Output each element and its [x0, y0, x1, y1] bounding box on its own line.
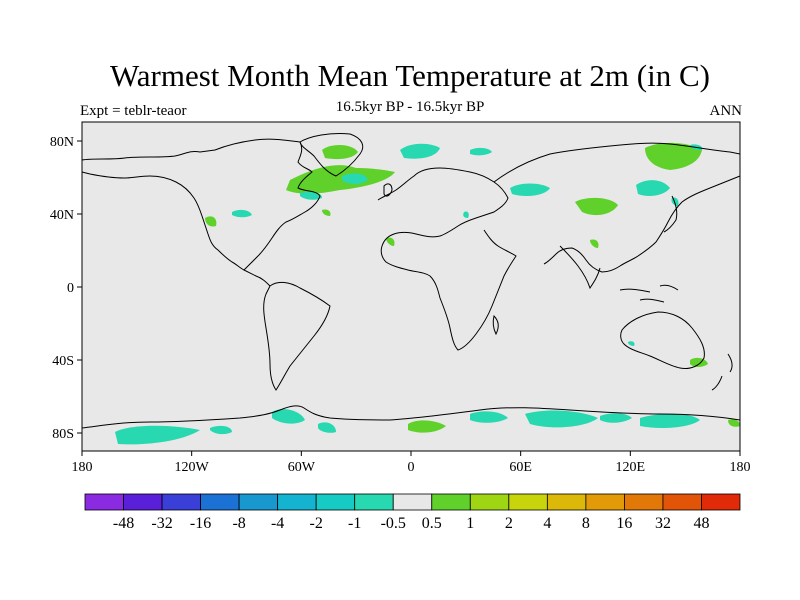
coast-madagascar: [492, 315, 499, 336]
patch-india: [590, 239, 599, 248]
lat-tick-label: 40N: [50, 208, 74, 223]
coast-japan: [663, 195, 678, 233]
colorbar-label: -4: [271, 515, 284, 532]
coast-north-america: [81, 138, 321, 271]
coast-asia: [493, 142, 741, 273]
lon-tick-label: 180: [72, 460, 93, 475]
patch-tibet: [575, 197, 618, 216]
patch-antarctic-6: [525, 410, 598, 428]
lat-tick-label: 80N: [50, 135, 74, 150]
lon-tick-label: 120E: [616, 460, 646, 475]
colorbar-swatch: [431, 493, 471, 511]
patch-sahara: [386, 237, 395, 246]
patch-antarctic-peninsula: [272, 409, 305, 424]
lat-tick-label: 80S: [52, 427, 74, 442]
anomaly-patches: [115, 142, 740, 445]
patch-na-west: [205, 216, 217, 227]
lon-tick-label: 0: [408, 460, 415, 475]
patch-antarctic-4: [408, 420, 446, 433]
colorbar-swatch: [277, 493, 317, 511]
patch-central-asia: [510, 183, 550, 196]
coast-australia: [620, 311, 705, 369]
patch-australia: [690, 357, 708, 367]
lon-tick-label: 120W: [175, 460, 210, 475]
coast-central-america: [243, 269, 271, 287]
patch-north-atlantic-cool: [342, 173, 368, 185]
colorbar-label: -16: [190, 515, 211, 532]
colorbar-swatch: [123, 493, 163, 511]
lat-tick-label: 0: [67, 281, 74, 296]
colorbar-label: -32: [151, 515, 172, 532]
map-subtitle: 16.5kyr BP - 16.5kyr BP: [335, 99, 485, 115]
patch-antarctic-1: [115, 425, 200, 445]
patch-mongolia: [636, 180, 670, 196]
coast-india: [559, 245, 601, 290]
colorbar-swatch: [161, 493, 201, 511]
colorbar-swatch: [469, 493, 510, 511]
coast-sea-islands: [619, 284, 679, 303]
patch-antarctic-9: [728, 419, 740, 427]
patch-siberia: [645, 142, 702, 170]
colorbar-label: -0.5: [381, 515, 406, 532]
colorbar-label: 16: [616, 515, 632, 532]
colorbar-swatch: [624, 493, 664, 511]
experiment-label: Expt = teblr-teaor: [80, 103, 187, 119]
colorbar-swatch: [200, 493, 240, 511]
colorbar-label: -2: [310, 515, 323, 532]
lon-tick-label: 60W: [288, 460, 316, 475]
colorbar-label: 4: [543, 515, 551, 532]
lon-tick-label: 180: [730, 460, 751, 475]
colorbar-label: 0.5: [422, 515, 442, 532]
patch-na-cool: [232, 209, 252, 218]
coast-eurasia-africa: [377, 167, 517, 351]
lat-tick-label: 40S: [52, 354, 74, 369]
colorbar-swatch: [585, 493, 625, 511]
coast-south-america: [263, 281, 331, 391]
patch-antarctic-7: [600, 413, 632, 423]
colorbar-swatch: [546, 493, 587, 511]
patch-scandinavia: [400, 143, 440, 159]
colorbar-label: -1: [348, 515, 361, 532]
colorbar-label: 2: [505, 515, 513, 532]
season-label: ANN: [709, 103, 743, 119]
map-title: Warmest Month Mean Temperature at 2m (in…: [110, 58, 710, 93]
patch-arctic-russia: [470, 147, 492, 156]
patch-black-sea: [463, 211, 469, 218]
colorbar-label: 1: [466, 515, 474, 532]
coast-new-zealand: [711, 353, 733, 391]
patch-greenland: [322, 144, 358, 160]
patch-antarctic-8: [640, 413, 700, 428]
longitude-ticks: 180 120W 60W 0 60E 120E 180: [72, 451, 751, 475]
latitude-ticks: 80N 40N 0 40S 80S: [50, 135, 82, 442]
patch-north-atlantic: [286, 165, 395, 194]
colorbar-label: -8: [232, 515, 245, 532]
colorbar-swatch: [701, 493, 741, 511]
colorbar-label: 8: [582, 515, 590, 532]
coast-uk: [383, 183, 393, 197]
colorbar-label: 32: [655, 515, 671, 532]
colorbar-swatch: [662, 493, 702, 511]
coast-antarctica: [81, 405, 741, 429]
patch-atlantic: [322, 209, 331, 216]
patch-antarctic-5: [470, 411, 508, 423]
colorbar-label: -48: [113, 515, 134, 532]
patch-australia-west: [628, 341, 635, 346]
colorbar-swatch: [392, 493, 433, 511]
colorbar-swatch: [84, 493, 124, 511]
coast-greenland: [299, 133, 364, 177]
colorbar-swatch: [238, 493, 279, 511]
colorbar: -48 -32 -16 -8 -4 -2 -1 -0.5 0.5 1 2 4 8 16 32 48: [84, 493, 741, 532]
lon-tick-label: 60E: [509, 460, 532, 475]
patch-antarctic-3: [318, 422, 336, 433]
patch-antarctic-2: [210, 425, 232, 435]
map-background: [82, 122, 740, 451]
colorbar-label: 48: [693, 515, 709, 532]
colorbar-swatch: [354, 493, 394, 511]
colorbar-swatch: [315, 493, 356, 511]
coastlines: [81, 133, 741, 429]
colorbar-swatch: [508, 493, 548, 511]
